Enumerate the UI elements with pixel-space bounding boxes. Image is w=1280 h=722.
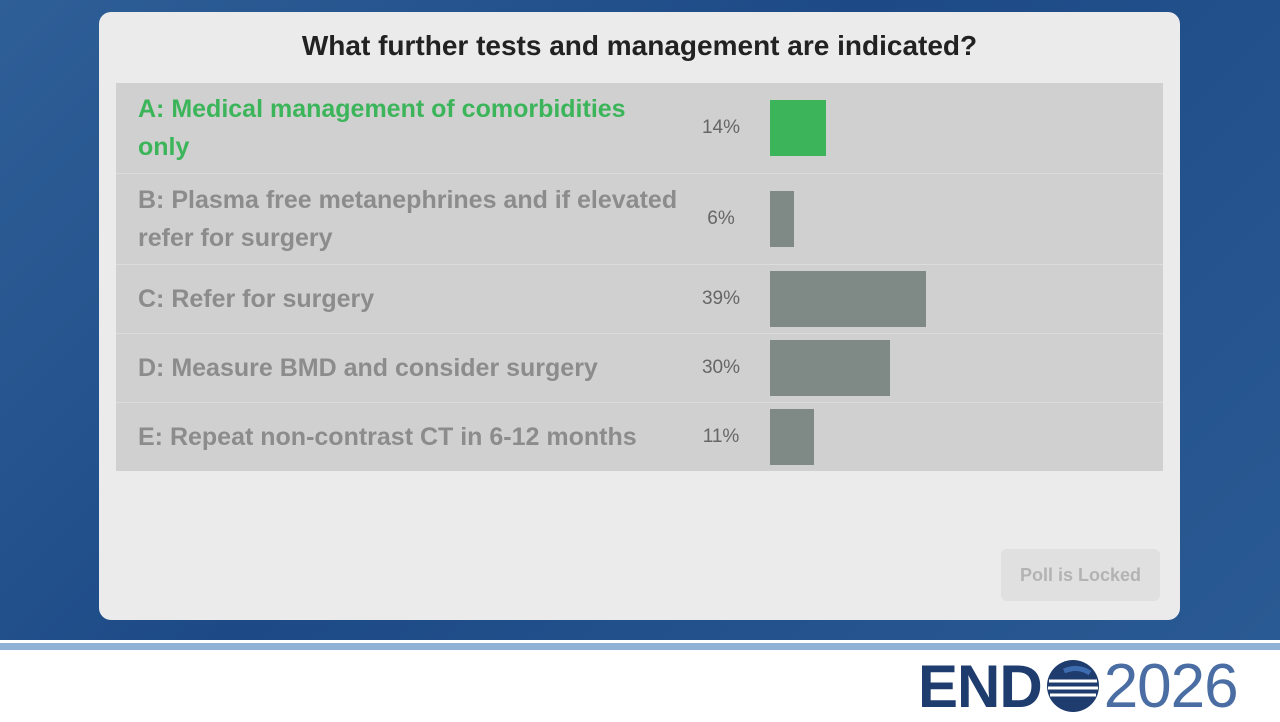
option-text: B: Plasma free metanephrines and if elev… xyxy=(138,186,678,252)
option-text: E: Repeat non-contrast CT in 6-12 months xyxy=(138,423,637,451)
option-percent: 11% xyxy=(702,426,740,447)
option-percent: 39% xyxy=(701,288,741,309)
question: What further tests and management are in… xyxy=(301,30,978,61)
result-bar xyxy=(770,340,890,396)
option-text: D: Measure BMD and consider surgery xyxy=(138,354,598,382)
result-bar xyxy=(770,191,794,247)
result-bar xyxy=(770,100,826,156)
stripe xyxy=(0,640,1280,652)
option-row: B: Plasma free metanephrines and if elev… xyxy=(116,174,1163,265)
lock-button[interactable]: Poll is Locked xyxy=(1001,549,1160,601)
result-bar xyxy=(770,409,814,465)
option-text: C: Refer for surgery xyxy=(138,285,375,313)
logo-brand: END xyxy=(918,652,1043,720)
logo: END 2026 xyxy=(918,651,1239,721)
option-row: E: Repeat non-contrast CT in 6-12 months… xyxy=(116,403,1163,471)
option-row: C: Refer for surgery 39% xyxy=(116,265,1163,334)
option-text: A: Medical management of comorbidities o… xyxy=(138,95,626,161)
logo-year: 2026 xyxy=(1103,651,1239,721)
logo-globe xyxy=(1046,660,1099,712)
option-percent: 30% xyxy=(701,357,741,378)
option-row: D: Measure BMD and consider surgery 30% xyxy=(116,334,1163,403)
option-percent: 14% xyxy=(701,117,741,138)
options-table: A: Medical management of comorbidities o… xyxy=(116,83,1163,471)
result-bar xyxy=(770,271,926,327)
option-percent: 6% xyxy=(707,208,735,229)
poll-card: What further tests and management are in… xyxy=(99,12,1180,620)
option-row: A: Medical management of comorbidities o… xyxy=(116,83,1163,174)
